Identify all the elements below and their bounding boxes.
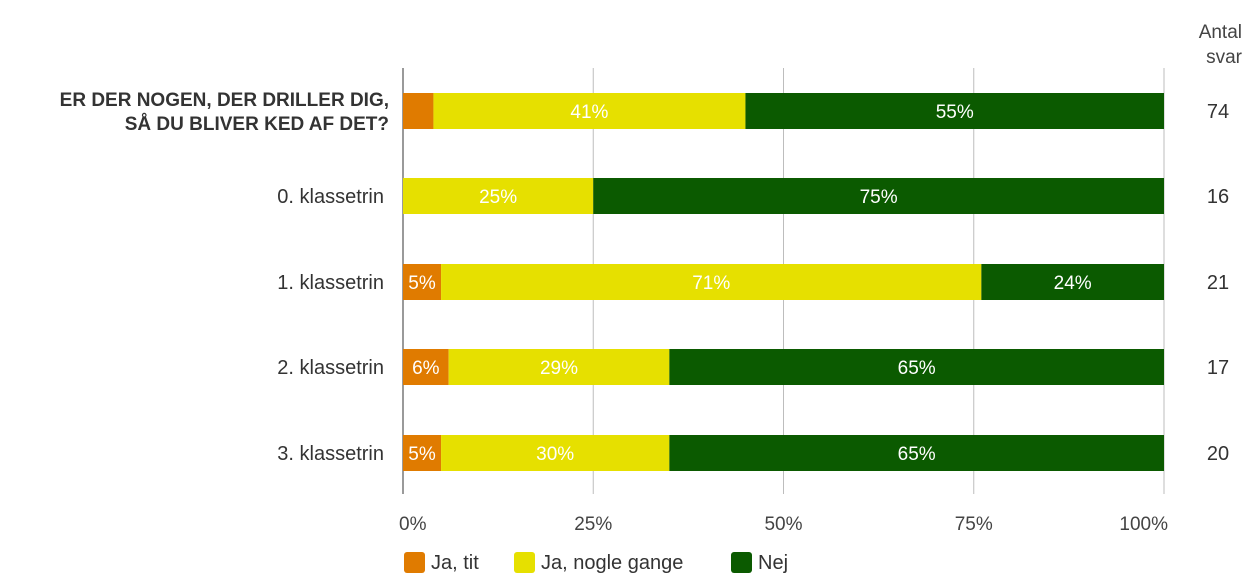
category-label: 1. klassetrin — [277, 272, 384, 294]
x-tick-label: 25% — [574, 514, 612, 535]
bar-segment — [441, 264, 982, 300]
x-tick-labels: 0% 25% 50% 75% 100% — [399, 514, 1168, 535]
category-label-line: ER DER NOGEN, DER DRILLER DIG, — [60, 90, 389, 111]
legend-label: Nej — [758, 552, 788, 574]
segment-value-label: 29% — [540, 358, 578, 379]
bar-segment — [669, 349, 1164, 385]
x-tick-label: 50% — [764, 514, 802, 535]
bar-segment — [403, 264, 442, 300]
legend-swatch — [514, 552, 535, 573]
bar-segment — [433, 93, 746, 129]
response-counts: 74 16 21 17 20 — [1207, 101, 1229, 465]
segment-value-label: 55% — [936, 102, 974, 123]
segment-value-label: 75% — [860, 187, 898, 208]
segment-value-label: 6% — [412, 358, 440, 379]
response-count: 20 — [1207, 443, 1229, 465]
response-count: 74 — [1207, 101, 1229, 123]
category-labels: ER DER NOGEN, DER DRILLER DIG, SÅ DU BLIV… — [60, 90, 389, 465]
bar-segment — [403, 349, 449, 385]
count-header-line: svar — [1206, 47, 1243, 68]
legend-swatch — [404, 552, 425, 573]
bar-segment — [448, 349, 670, 385]
category-label-line: SÅ DU BLIVER KED AF DET? — [125, 114, 389, 135]
segment-value-label: 24% — [1054, 273, 1092, 294]
x-tick-label: 100% — [1119, 514, 1168, 535]
legend-label: Ja, tit — [431, 552, 479, 574]
segment-value-label: 65% — [898, 444, 936, 465]
segment-value-label: 30% — [536, 444, 574, 465]
segment-value-label: 71% — [692, 273, 730, 294]
response-count: 17 — [1207, 357, 1229, 379]
segment-value-label: 5% — [408, 273, 436, 294]
bar-segment — [593, 178, 1164, 214]
segment-value-label: 41% — [570, 102, 608, 123]
response-count: 21 — [1207, 272, 1229, 294]
bar-segment — [403, 93, 434, 129]
count-header: Antal svar — [1199, 22, 1243, 68]
count-header-line: Antal — [1199, 22, 1242, 43]
bar-segment — [403, 178, 594, 214]
segment-value-label: 5% — [408, 444, 436, 465]
category-label: 2. klassetrin — [277, 357, 384, 379]
bar-segment — [981, 264, 1164, 300]
bar-segments — [403, 93, 1164, 471]
bar-segment — [745, 93, 1164, 129]
legend: Ja, tit Ja, nogle gange Nej — [404, 552, 788, 574]
legend-label: Ja, nogle gange — [541, 552, 683, 574]
bar-segment — [669, 435, 1164, 471]
response-count: 16 — [1207, 186, 1229, 208]
x-tick-label: 75% — [955, 514, 993, 535]
category-label: 3. klassetrin — [277, 443, 384, 465]
x-tick-label: 0% — [399, 514, 427, 535]
segment-labels: 41% 55% 25% 75% 5% 71% 24% 6% 29% 65% 5% 30% 65% — [408, 102, 1092, 465]
legend-swatch — [731, 552, 752, 573]
bar-segment — [403, 435, 442, 471]
bar-segment — [441, 435, 670, 471]
segment-value-label: 65% — [898, 358, 936, 379]
category-label: 0. klassetrin — [277, 186, 384, 208]
segment-value-label: 25% — [479, 187, 517, 208]
